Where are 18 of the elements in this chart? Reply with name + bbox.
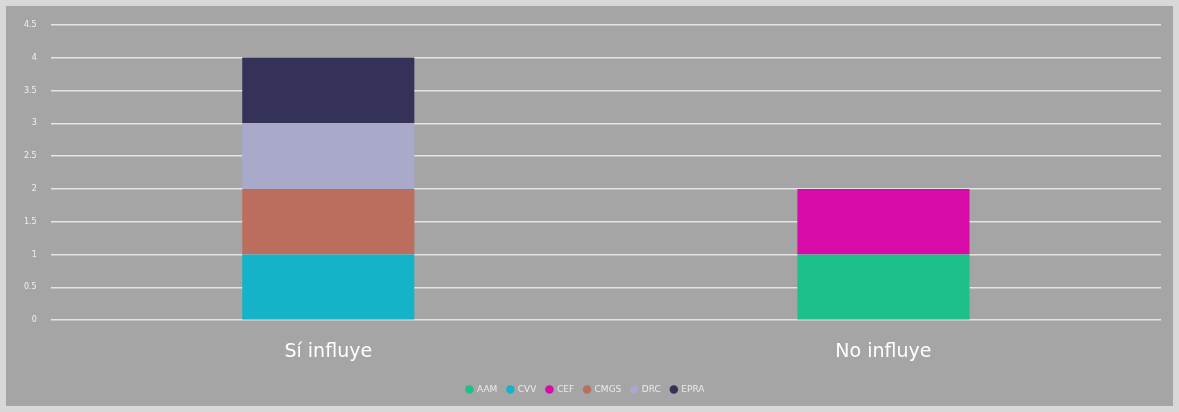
y-tick-label: 3 <box>31 118 37 128</box>
y-tick-label: 0 <box>31 315 37 325</box>
x-tick-label: No influye <box>835 338 932 361</box>
legend-label: DRC <box>641 383 661 394</box>
y-tick-label: 4 <box>31 52 37 62</box>
y-tick-label: 1.5 <box>23 216 37 226</box>
legend-label: AAM <box>477 383 498 394</box>
legend-label: CEF <box>556 383 575 394</box>
y-tick-label: 1 <box>31 249 37 259</box>
y-tick-label: 4.5 <box>23 19 37 29</box>
y-tick-label: 3.5 <box>23 85 37 95</box>
y-tick-label: 0.5 <box>23 282 37 292</box>
y-tick-label: 2.5 <box>23 151 37 161</box>
x-tick-label: Sí influye <box>284 338 373 361</box>
legend-label: EPRA <box>681 383 706 394</box>
legend-label: CMGS <box>594 383 622 394</box>
legend-label: CVV <box>517 383 538 394</box>
y-tick-label: 2 <box>31 183 37 193</box>
